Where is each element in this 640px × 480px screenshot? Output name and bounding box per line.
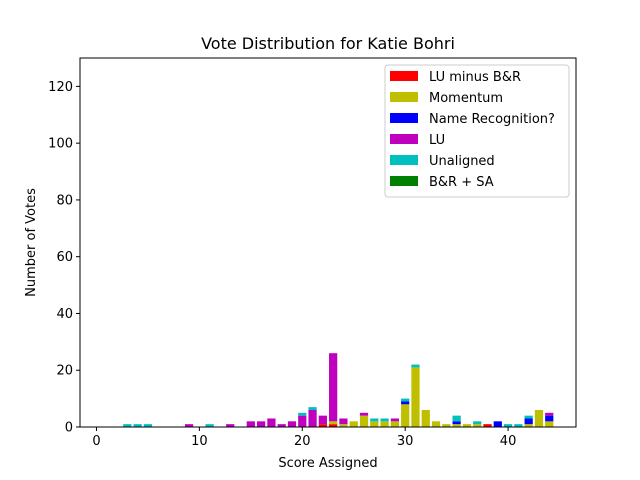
y-axis-label: Number of Votes <box>24 188 39 297</box>
bar-segment-series-1-x-28 <box>380 421 389 427</box>
bar-segment-series-3-x-29 <box>390 418 399 422</box>
y-tick-label: 60 <box>56 250 73 265</box>
plot-frame <box>79 57 577 428</box>
legend: LU minus B&R Momentum Name Recognition? LU U… <box>384 64 570 198</box>
legend-swatch <box>390 134 418 144</box>
bar-segment-series-3-x-20 <box>298 415 307 427</box>
bar-segment-series-4-x-31 <box>411 364 420 368</box>
legend-swatch <box>390 113 418 123</box>
bar-segment-series-4-x-42 <box>524 415 533 419</box>
x-axis-ticks: 0 10 20 30 40 <box>92 427 516 449</box>
bar-segment-series-1-x-25 <box>349 421 358 427</box>
legend-swatch <box>390 176 418 186</box>
bar-segment-series-4-x-40 <box>503 424 513 427</box>
y-tick-label: 20 <box>56 364 73 379</box>
bar-segment-series-3-x-16 <box>257 421 266 427</box>
legend-swatch <box>390 155 418 165</box>
bar-segment-series-3-x-13 <box>226 424 235 427</box>
bar-segment-series-1-x-44 <box>545 421 554 427</box>
bar-segment-series-4-x-11 <box>205 424 214 427</box>
bar-segment-series-3-x-21 <box>308 409 317 427</box>
bar-segment-series-4-x-37 <box>473 421 482 425</box>
bar-segment-series-1-x-24 <box>339 424 348 427</box>
bar-segment-series-3-x-44 <box>545 412 554 416</box>
bar-segment-series-0-x-23 <box>329 424 338 427</box>
chart-title: Vote Distribution for Katie Bohri <box>201 34 455 53</box>
x-tick-label: 20 <box>294 434 311 449</box>
y-axis-ticks: 0 20 40 60 80 100 120 <box>48 80 80 436</box>
bar-segment-series-1-x-37 <box>473 424 482 427</box>
bar-segment-series-2-x-35 <box>452 421 461 425</box>
bar-segment-series-3-x-15 <box>246 421 255 427</box>
bar-segment-series-1-x-36 <box>462 424 472 427</box>
bar-segment-series-3-x-26 <box>359 412 369 416</box>
bar-segment-series-4-x-3 <box>123 424 132 427</box>
x-axis-label: Score Assigned <box>278 456 377 471</box>
bar-segment-series-4-x-20 <box>298 412 307 416</box>
legend-swatch <box>390 71 418 81</box>
bar-segment-series-3-x-24 <box>339 418 348 425</box>
bar-segment-series-1-x-33 <box>431 421 441 427</box>
bar-segment-series-2-x-39 <box>493 421 502 427</box>
y-tick-label: 100 <box>48 137 73 152</box>
bar-segment-series-3-x-19 <box>287 421 297 427</box>
bar-segment-series-1-x-27 <box>370 421 379 427</box>
bar-segment-series-1-x-32 <box>421 409 430 427</box>
x-tick-label: 30 <box>397 434 414 449</box>
legend-swatch <box>390 92 418 102</box>
bars-group <box>123 353 554 427</box>
bar-segment-series-1-x-35 <box>452 424 461 427</box>
x-tick-label: 40 <box>500 434 517 449</box>
bar-segment-series-1-x-23 <box>329 421 338 425</box>
bar-segment-series-3-x-23 <box>329 353 338 422</box>
x-tick-label: 10 <box>191 434 208 449</box>
bar-segment-series-4-x-35 <box>452 415 461 422</box>
bar-segment-series-2-x-44 <box>545 415 554 422</box>
bar-segment-series-2-x-30 <box>401 401 410 405</box>
legend-label: Momentum <box>429 91 503 106</box>
y-tick-label: 0 <box>65 421 73 436</box>
x-tick-label: 0 <box>92 434 100 449</box>
bar-segment-series-1-x-31 <box>411 367 420 427</box>
bar-segment-series-4-x-21 <box>308 407 317 410</box>
bar-segment-series-3-x-9 <box>184 424 194 427</box>
bar-segment-series-1-x-34 <box>442 424 451 427</box>
legend-label: Name Recognition? <box>429 112 555 127</box>
bar-segment-series-0-x-22 <box>318 424 327 427</box>
legend-label: LU <box>429 133 445 148</box>
bar-segment-series-0-x-38 <box>483 424 492 427</box>
bar-segment-series-4-x-5 <box>143 424 153 427</box>
legend-label: B&R + SA <box>429 175 494 190</box>
bar-segment-series-4-x-4 <box>133 424 142 427</box>
bar-segment-series-3-x-18 <box>277 424 286 427</box>
bar-segment-series-1-x-29 <box>390 421 399 427</box>
bar-segment-series-1-x-30 <box>401 404 410 427</box>
bar-segment-series-3-x-22 <box>318 415 327 425</box>
bar-segment-series-1-x-26 <box>359 415 369 427</box>
bar-segment-series-2-x-42 <box>524 418 533 425</box>
bar-segment-series-4-x-41 <box>514 424 523 427</box>
bar-segment-series-4-x-28 <box>380 418 389 422</box>
bar-segment-series-4-x-27 <box>370 418 379 422</box>
legend-frame <box>384 64 570 198</box>
y-tick-label: 40 <box>56 307 73 322</box>
y-tick-label: 80 <box>56 193 73 208</box>
bar-segment-series-3-x-17 <box>267 418 276 427</box>
legend-label: LU minus B&R <box>429 70 521 85</box>
bar-segment-series-1-x-42 <box>524 424 533 427</box>
legend-label: Unaligned <box>429 154 495 169</box>
y-tick-label: 120 <box>48 80 73 95</box>
bar-segment-series-1-x-43 <box>534 409 544 427</box>
bar-segment-series-4-x-30 <box>401 398 410 402</box>
